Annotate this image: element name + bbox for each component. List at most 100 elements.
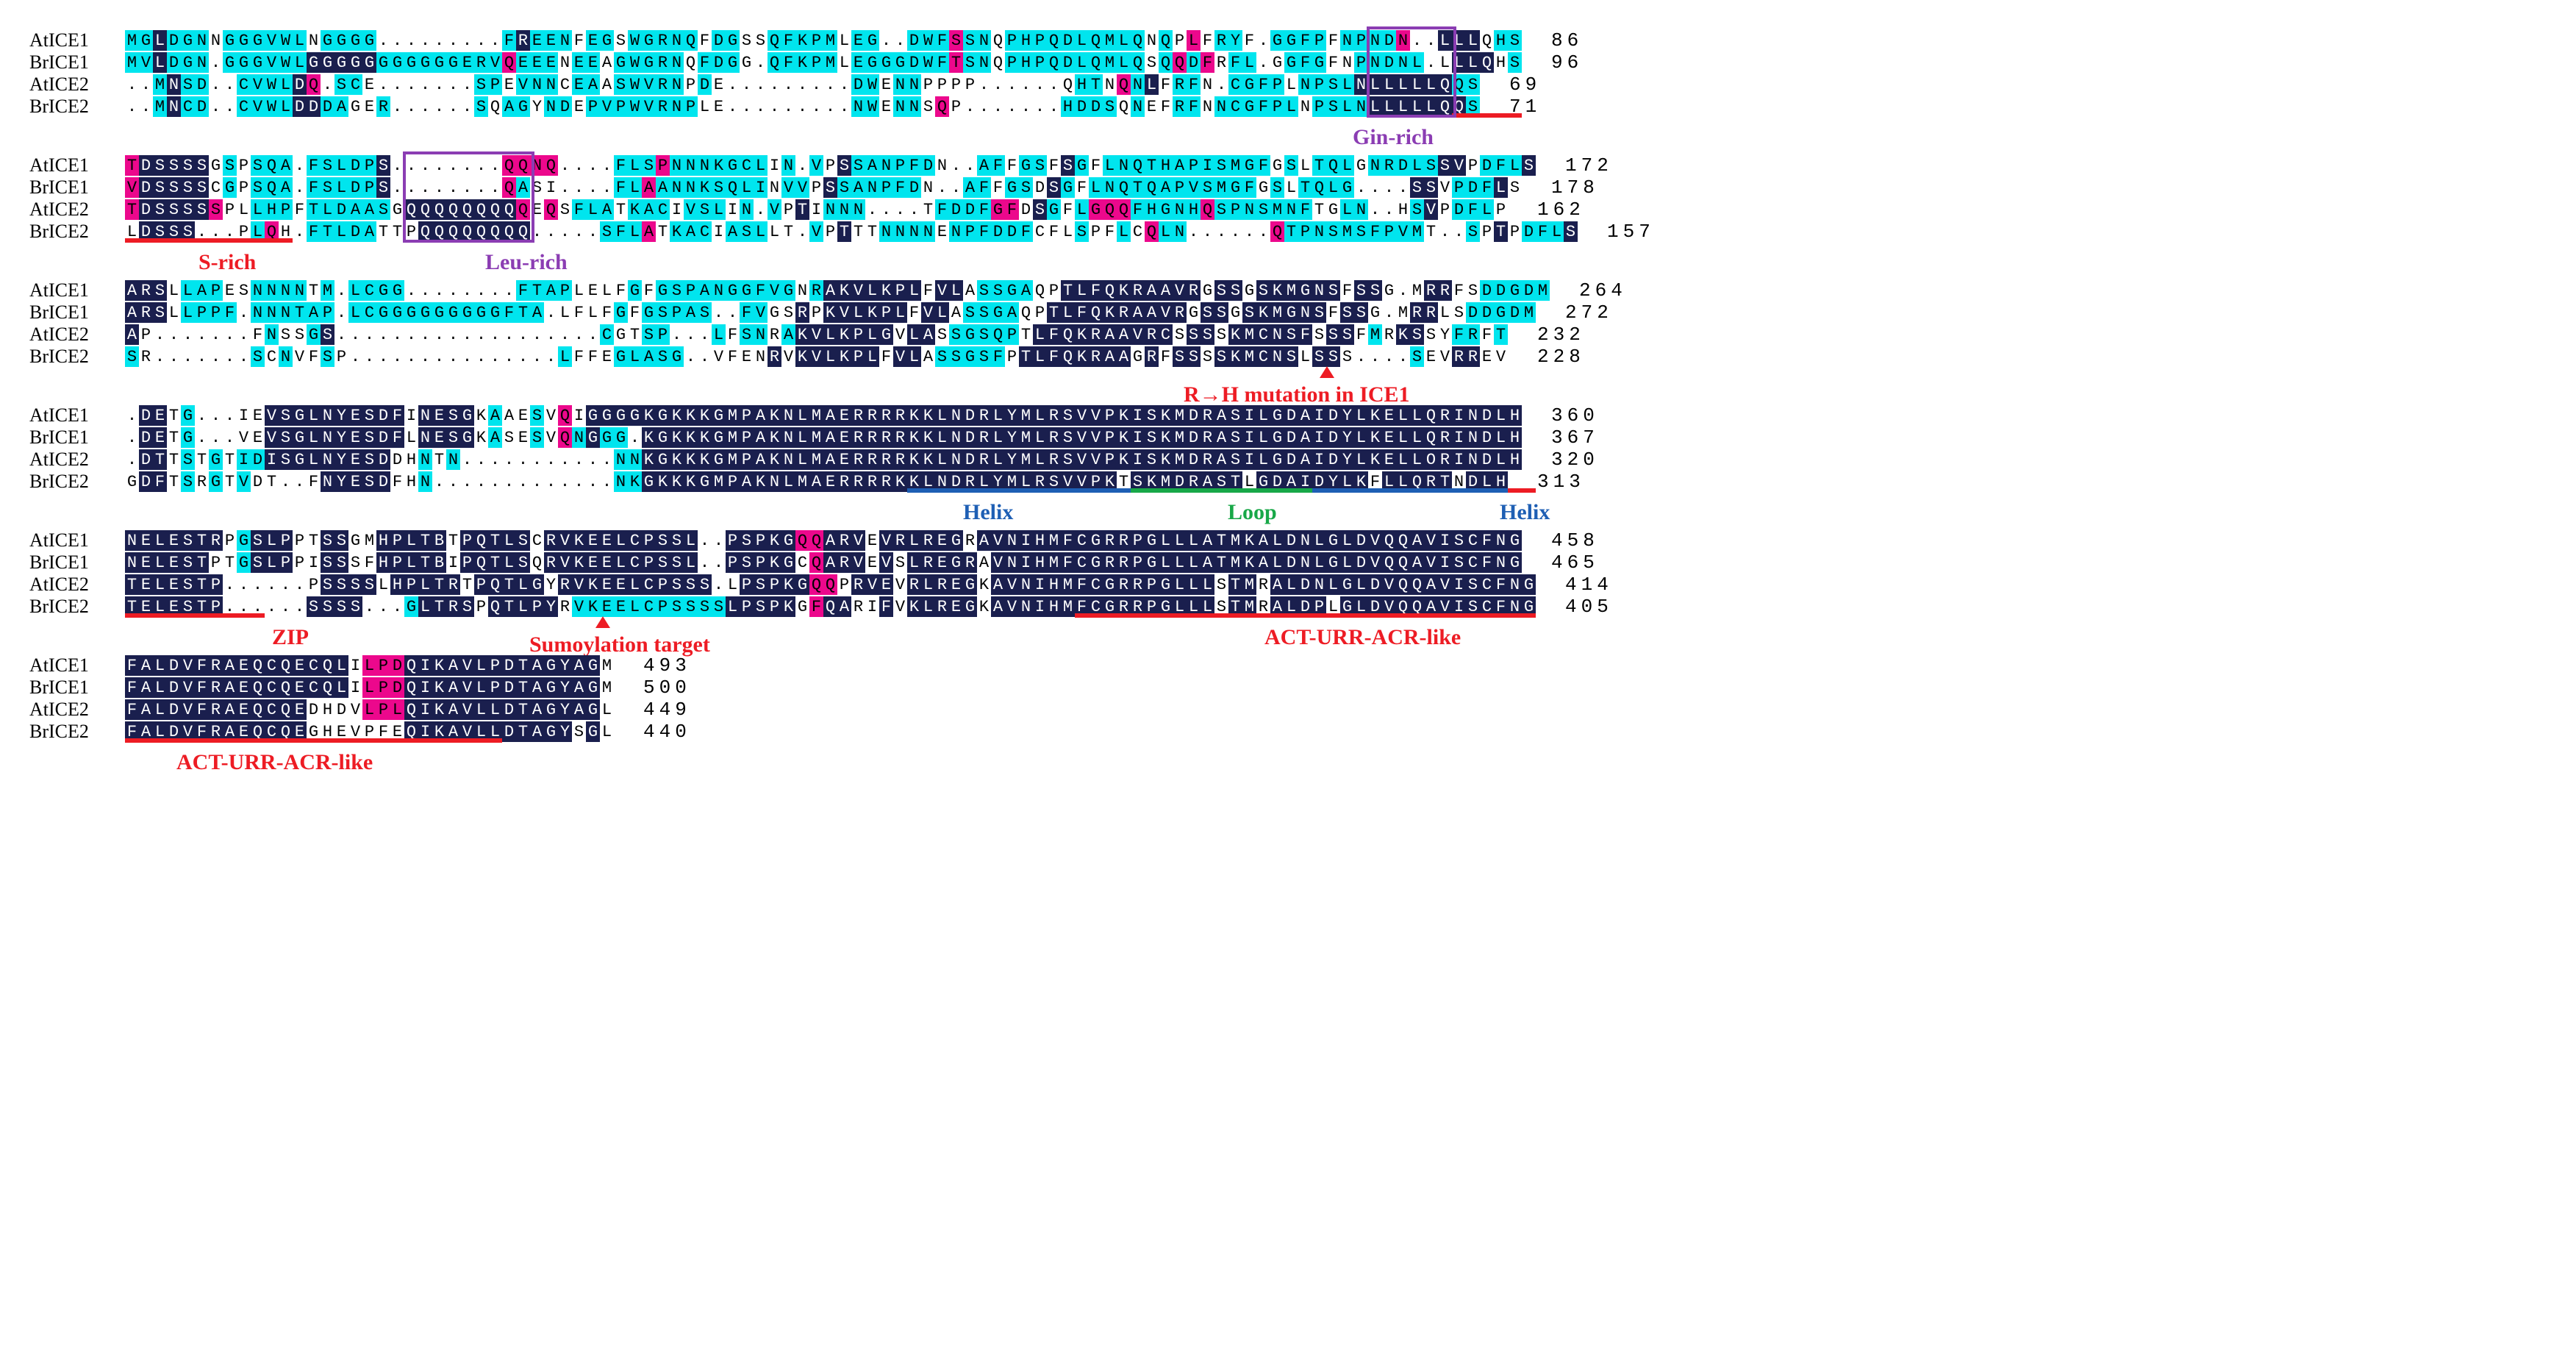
residue: Y xyxy=(558,699,572,720)
sequence-row: BrICE2SR.......SCNVFSP...............LFF… xyxy=(29,346,2547,368)
residue: V xyxy=(572,596,586,617)
residue: G xyxy=(614,324,628,345)
residue: F xyxy=(1075,177,1089,198)
residue: E xyxy=(348,405,362,426)
residue: G xyxy=(949,552,963,573)
residue: Y xyxy=(558,655,572,676)
residue: S xyxy=(935,346,949,367)
residue: N xyxy=(418,471,432,492)
residue: V xyxy=(1452,155,1466,176)
residue: C xyxy=(1228,74,1242,95)
residue: F xyxy=(1047,221,1061,242)
residue: V xyxy=(1159,302,1173,323)
residue: T xyxy=(865,221,879,242)
residue: P xyxy=(1047,280,1061,301)
residue: . xyxy=(1019,96,1033,117)
residue: D xyxy=(307,699,321,720)
residue: F xyxy=(1452,324,1466,345)
residue: R xyxy=(865,405,879,426)
residue: P xyxy=(768,574,781,595)
residue: S xyxy=(153,302,167,323)
residue: S xyxy=(1326,346,1340,367)
residue: K xyxy=(1228,324,1242,345)
residue: K xyxy=(432,699,446,720)
residue: L xyxy=(795,449,809,470)
residue: L xyxy=(1340,530,1354,551)
residue: V xyxy=(1075,405,1089,426)
residue: R xyxy=(1117,574,1131,595)
residue: L xyxy=(334,677,348,698)
residue: P xyxy=(949,96,963,117)
residue: Q xyxy=(795,530,809,551)
residue: L xyxy=(1173,530,1187,551)
residue: K xyxy=(921,449,935,470)
residue: L xyxy=(1187,530,1201,551)
residue: L xyxy=(837,52,851,73)
residue: . xyxy=(1438,221,1452,242)
residue: L xyxy=(991,449,1005,470)
residue: Y xyxy=(334,471,348,492)
residue: G xyxy=(1508,280,1522,301)
residue: Q xyxy=(823,596,837,617)
residue: K xyxy=(907,596,921,617)
residue: I xyxy=(768,155,781,176)
residue: G xyxy=(656,449,670,470)
residue: . xyxy=(795,155,809,176)
residue: G xyxy=(404,52,418,73)
residue: N xyxy=(781,449,795,470)
residue: K xyxy=(1368,405,1382,426)
residue: L xyxy=(1270,552,1284,573)
domain-underline xyxy=(1508,488,1536,493)
residue: E xyxy=(153,405,167,426)
residue: L xyxy=(1242,52,1256,73)
residue: M xyxy=(795,471,809,492)
residue: E xyxy=(837,427,851,448)
residue: M xyxy=(712,471,726,492)
residue: E xyxy=(572,74,586,95)
sequence: LDSSS...PLQH.FTLDATTPQQQQQQQQ.....SFLATK… xyxy=(125,221,1578,242)
sequence-label: BrICE1 xyxy=(29,176,125,199)
residue: D xyxy=(376,449,390,470)
residue: V xyxy=(1494,346,1508,367)
residue: D xyxy=(1354,530,1368,551)
residue: N xyxy=(279,280,293,301)
residue: Y xyxy=(558,677,572,698)
residue: I xyxy=(1242,449,1256,470)
residue: H xyxy=(376,552,390,573)
residue: K xyxy=(698,405,712,426)
residue: P xyxy=(642,530,656,551)
residue: F xyxy=(1131,199,1145,220)
residue: Q xyxy=(1410,574,1424,595)
residue: P xyxy=(963,221,977,242)
residue: I xyxy=(348,677,362,698)
residue: . xyxy=(1368,346,1382,367)
residue: M xyxy=(1214,177,1228,198)
residue: W xyxy=(865,96,879,117)
residue: V xyxy=(851,552,865,573)
residue: M xyxy=(1047,530,1061,551)
residue: S xyxy=(321,596,334,617)
sequence-row: AtICE2FALDVFRAEQCQEDHDVLPLQIKAVLLDTAGYAG… xyxy=(29,699,2547,721)
residue: M xyxy=(1061,596,1075,617)
residue: N xyxy=(544,74,558,95)
residue: . xyxy=(586,471,600,492)
residue: F xyxy=(642,280,656,301)
residue: L xyxy=(404,552,418,573)
residue: S xyxy=(1410,177,1424,198)
residue: A xyxy=(823,449,837,470)
residue: Q xyxy=(1103,199,1117,220)
residue: V xyxy=(558,552,572,573)
residue: P xyxy=(1270,96,1284,117)
residue: G xyxy=(586,699,600,720)
residue: Q xyxy=(1089,302,1103,323)
residue: G xyxy=(781,552,795,573)
residue: L xyxy=(153,30,167,51)
residue: G xyxy=(1075,155,1089,176)
sequence: VDSSSSCGPSQA.FSLDPS........QASI....FLAAN… xyxy=(125,177,1522,198)
sequence: FALDVFRAEQCQECQLILPDQIKAVLPDTAGYAGM xyxy=(125,655,614,676)
residue: S xyxy=(153,280,167,301)
residue: V xyxy=(293,346,307,367)
residue: P xyxy=(1187,155,1201,176)
residue: T xyxy=(1494,221,1508,242)
residue: A xyxy=(698,280,712,301)
